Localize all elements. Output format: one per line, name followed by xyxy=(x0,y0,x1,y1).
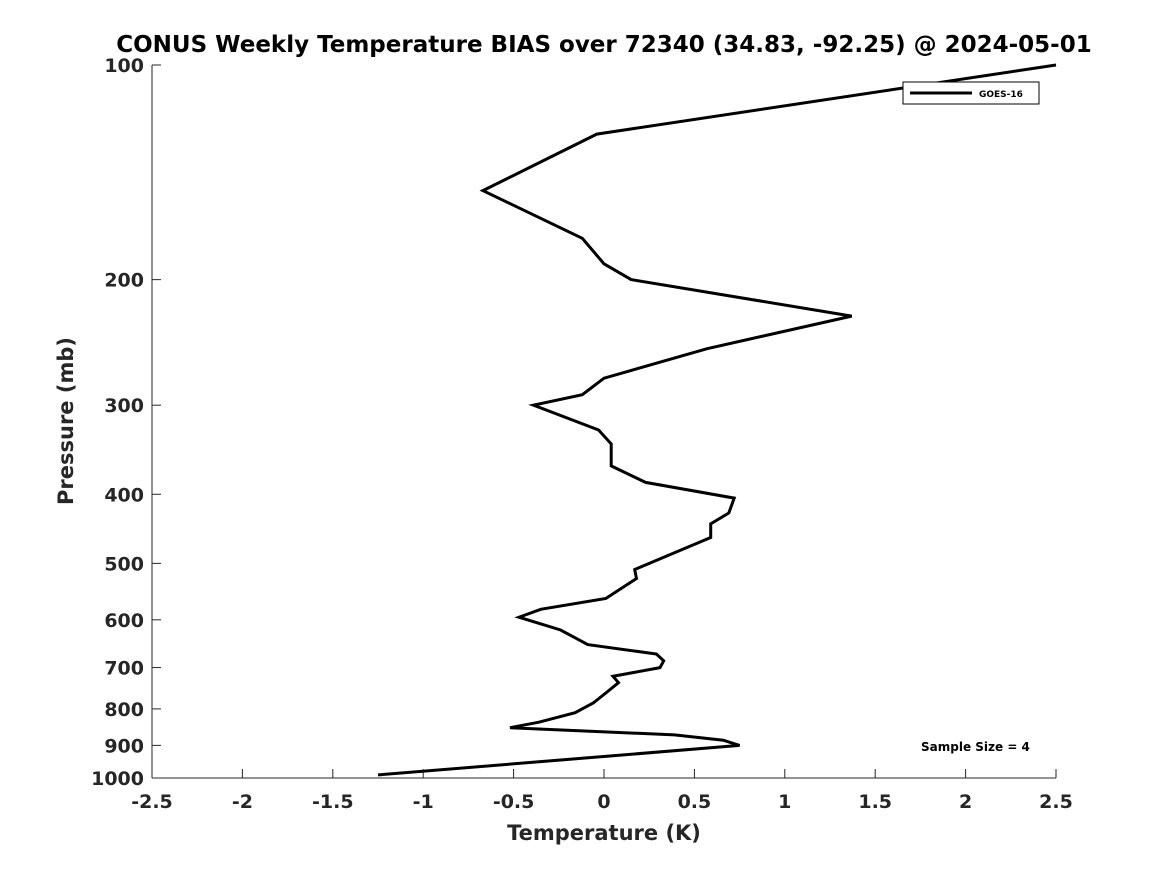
y-tick-label: 600 xyxy=(104,610,144,632)
x-tick-label: -0.5 xyxy=(493,791,535,813)
x-tick-label: -2 xyxy=(232,791,253,813)
y-tick-label: 700 xyxy=(104,658,144,680)
x-tick-label: -1 xyxy=(413,791,434,813)
x-tick-label: 1.5 xyxy=(858,791,892,813)
x-tick-label: -1.5 xyxy=(312,791,354,813)
x-axis: -2.5 -2 -1.5 -1 -0.5 0 0.5 1 1.5 2 2.5 xyxy=(131,769,1073,813)
sample-size-annotation: Sample Size = 4 xyxy=(921,740,1030,754)
y-axis: 100 200 300 400 500 600 700 800 900 1000 xyxy=(91,55,161,790)
y-tick-label: 900 xyxy=(104,735,144,757)
series-line-goes-16 xyxy=(377,63,1057,777)
y-tick-label: 300 xyxy=(104,395,144,417)
plot-area xyxy=(151,65,1056,779)
y-tick-label: 500 xyxy=(104,553,144,575)
y-tick-label: 1000 xyxy=(91,768,144,790)
x-tick-label: -2.5 xyxy=(131,791,173,813)
legend: GOES-16 xyxy=(902,81,1040,105)
y-tick-label: 200 xyxy=(104,270,144,292)
y-axis-label: Pressure (mb) xyxy=(54,337,78,505)
y-tick-label: 100 xyxy=(104,55,144,77)
legend-label-goes-16: GOES-16 xyxy=(979,90,1023,100)
x-tick-label: 2 xyxy=(959,791,972,813)
x-tick-label: 0 xyxy=(597,791,610,813)
chart-title: CONUS Weekly Temperature BIAS over 72340… xyxy=(116,32,1091,58)
x-tick-label: 2.5 xyxy=(1039,791,1073,813)
y-tick-label: 800 xyxy=(104,699,144,721)
series-layer xyxy=(377,63,1057,777)
x-axis-label: Temperature (K) xyxy=(507,821,701,845)
x-tick-label: 0.5 xyxy=(678,791,712,813)
x-tick-label: 1 xyxy=(778,791,791,813)
y-tick-label: 400 xyxy=(104,484,144,506)
